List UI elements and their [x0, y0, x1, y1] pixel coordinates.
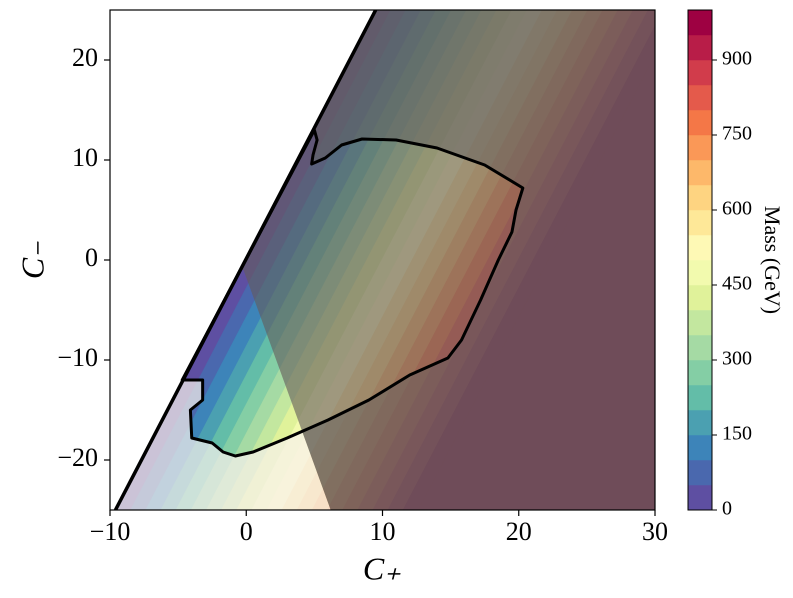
- y-tick-label: −10: [57, 343, 98, 372]
- light-overlay: [115, 270, 331, 510]
- colorbar-band: [687, 384, 713, 411]
- colorbar-band: [687, 459, 713, 486]
- colorbar-band: [687, 9, 713, 36]
- colorbar-tick-label: 150: [722, 423, 752, 445]
- colorbar-tick-label: 300: [722, 348, 752, 370]
- colorbar-band: [687, 109, 713, 136]
- colorbar-band: [687, 34, 713, 61]
- colorbar-band: [687, 84, 713, 111]
- colorbar-band: [687, 184, 713, 211]
- colorbar-tick-label: 900: [722, 48, 752, 70]
- colorbar-band: [687, 334, 713, 361]
- colorbar-band: [687, 284, 713, 311]
- dark-overlay-outside: [240, 10, 655, 510]
- colorbar-band: [687, 309, 713, 336]
- colorbar-tick-label: 600: [722, 198, 752, 220]
- colorbar-frame: [687, 9, 713, 511]
- x-tick-label: −10: [90, 517, 131, 546]
- colorbar-tick-label: 750: [722, 123, 752, 145]
- colorbar-tick-label: 0: [722, 498, 732, 520]
- plot-area: [110, 10, 655, 510]
- x-tick-label: 20: [506, 517, 532, 546]
- colorbar-band: [687, 359, 713, 386]
- colorbar-band: [687, 134, 713, 161]
- x-tick-label: 10: [370, 517, 396, 546]
- colorbar-band: [687, 434, 713, 461]
- colorbar-band: [687, 484, 713, 511]
- y-tick-label: −20: [57, 443, 98, 472]
- x-tick-label: 0: [240, 517, 253, 546]
- y-tick-label: 10: [72, 143, 98, 172]
- colorbar-band: [687, 59, 713, 86]
- colorbar-band: [687, 234, 713, 261]
- colorbar-band: [687, 159, 713, 186]
- colorbar-tick-label: 450: [722, 273, 752, 295]
- axes: −10 0 10 20 30 −20 −10 0 10 20: [57, 9, 668, 546]
- y-tick-label: 20: [72, 43, 98, 72]
- y-axis-label: C₋: [14, 241, 50, 279]
- y-tick-label: 0: [85, 243, 98, 272]
- colorbar-band: [687, 209, 713, 236]
- contour-line: [180, 128, 525, 458]
- colorbar-band: [687, 409, 713, 436]
- colorbar-band: [687, 259, 713, 286]
- x-axis-label: C₊: [363, 550, 401, 586]
- x-tick-label: 30: [642, 517, 668, 546]
- colorbar-label: Mass (GeV): [760, 206, 785, 314]
